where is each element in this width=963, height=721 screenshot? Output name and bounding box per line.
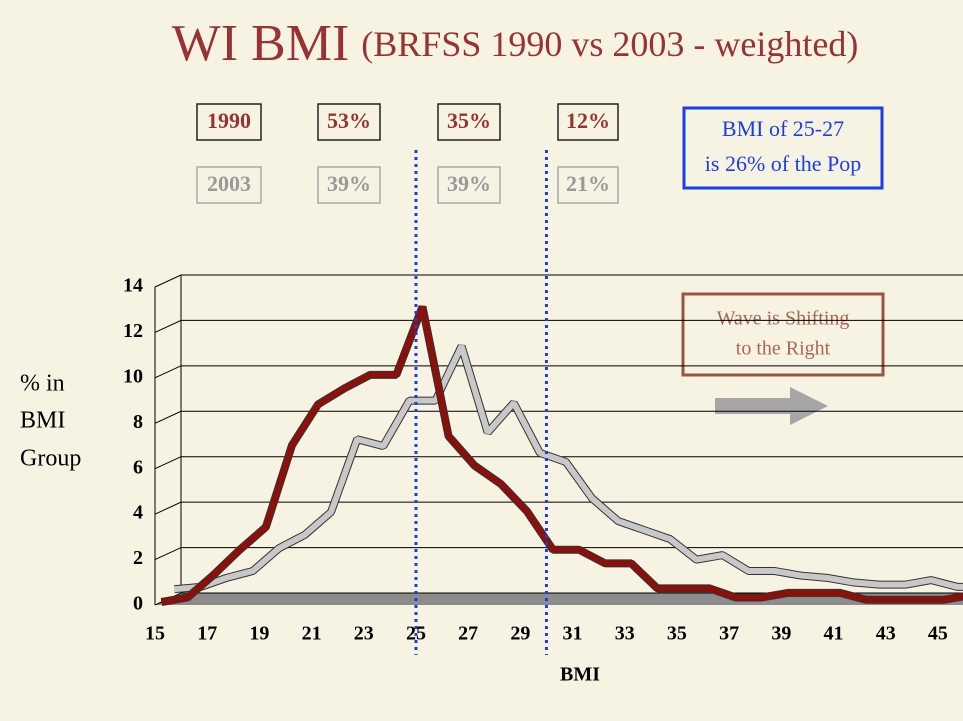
y-label: BMI <box>20 408 65 434</box>
x-tick-label: 15 <box>145 623 165 645</box>
box <box>437 103 501 141</box>
y-tick-label: 0 <box>133 593 143 615</box>
x-tick-label: 17 <box>197 623 217 645</box>
title: WI BMI <box>172 15 350 72</box>
grid-line <box>154 410 963 424</box>
note-box <box>682 106 884 190</box>
box <box>317 166 381 204</box>
plot: 0246810121415171921232527293133353739414… <box>123 150 963 655</box>
note: BMI of 25-27 <box>722 116 844 141</box>
y-label: % in <box>20 371 65 397</box>
subtitle: (BRFSS 1990 vs 2003 - weighted) <box>361 24 858 64</box>
box-label: 12% <box>566 108 610 133</box>
y-tick-label: 2 <box>133 547 143 569</box>
x-tick-label: 37 <box>719 623 739 645</box>
y-tick-label: 14 <box>123 275 143 297</box>
box-label: 39% <box>327 171 371 196</box>
box-label: 35% <box>447 108 491 133</box>
x-tick-label: 43 <box>876 623 896 645</box>
note: Wave is Shifting <box>717 308 850 330</box>
x-tick-label: 29 <box>510 623 530 645</box>
y-tick-label: 12 <box>123 320 143 342</box>
note: to the Right <box>736 338 831 360</box>
box <box>196 166 262 204</box>
box <box>557 166 619 204</box>
y-tick-label: 8 <box>133 411 143 433</box>
series-line <box>174 344 963 593</box>
y-label: Group <box>20 446 81 472</box>
box-label: 2003 <box>207 171 251 196</box>
chart-title: WI BMI (BRFSS 1990 vs 2003 - weighted) <box>172 15 859 72</box>
x-tick-label: 39 <box>771 623 791 645</box>
y-tick-label: 6 <box>133 456 143 478</box>
box <box>317 103 381 141</box>
note-box <box>681 292 885 377</box>
x-label: BMI <box>560 664 600 686</box>
box-label: 39% <box>447 171 491 196</box>
series-edge <box>160 305 963 606</box>
note: is 26% of the Pop <box>705 151 861 176</box>
box <box>557 103 619 141</box>
x-tick-label: 19 <box>249 623 269 645</box>
box <box>196 103 262 141</box>
grid-line <box>154 274 963 288</box>
series-line <box>160 305 963 605</box>
box-label: 21% <box>566 171 610 196</box>
grid-line <box>154 501 963 515</box>
x-tick-label: 41 <box>824 623 844 645</box>
x-tick-label: 31 <box>563 623 583 645</box>
x-tick-label: 33 <box>615 623 635 645</box>
grid-line <box>154 319 963 333</box>
grid-line <box>154 456 963 470</box>
box <box>437 166 501 204</box>
box-label: 1990 <box>207 108 251 133</box>
x-tick-label: 23 <box>354 623 374 645</box>
x-tick-label: 45 <box>928 623 948 645</box>
x-tick-label: 35 <box>667 623 687 645</box>
arrow <box>715 387 828 425</box>
grid-line <box>154 547 963 561</box>
y-tick-label: 4 <box>133 502 143 524</box>
x-tick-label: 21 <box>302 623 322 645</box>
box-label: 53% <box>327 108 371 133</box>
grid-line <box>154 365 963 379</box>
y-tick-label: 10 <box>123 365 143 387</box>
x-tick-label: 27 <box>458 623 478 645</box>
